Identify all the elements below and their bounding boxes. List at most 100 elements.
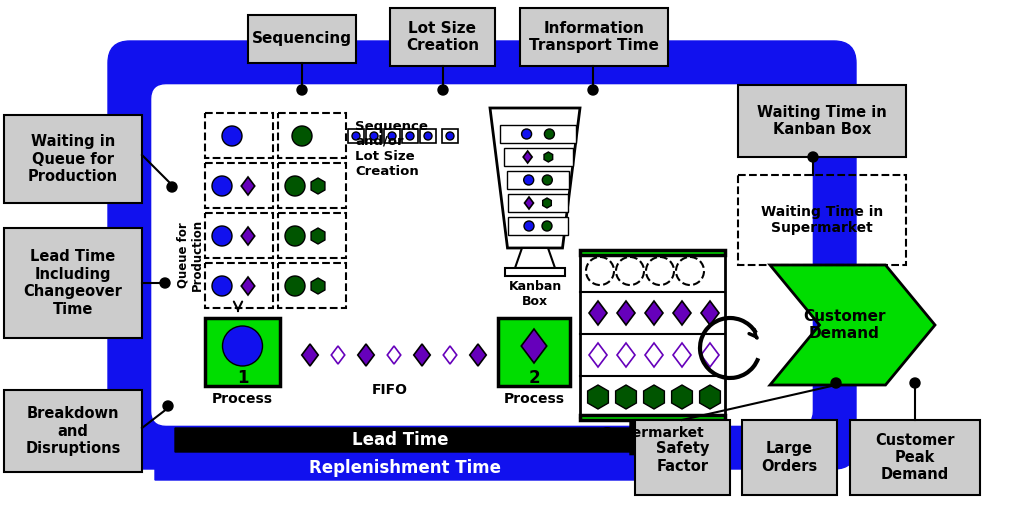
FancyBboxPatch shape — [348, 129, 364, 143]
Text: Safety
Factor: Safety Factor — [655, 441, 710, 473]
Text: Sequencing: Sequencing — [252, 31, 352, 46]
Polygon shape — [523, 151, 532, 163]
Text: Waiting Time in
Supermarket: Waiting Time in Supermarket — [761, 205, 883, 235]
FancyBboxPatch shape — [420, 129, 436, 143]
Circle shape — [167, 182, 177, 192]
Polygon shape — [311, 178, 325, 194]
FancyBboxPatch shape — [505, 268, 565, 276]
Polygon shape — [543, 198, 551, 208]
Circle shape — [222, 126, 242, 146]
Polygon shape — [673, 301, 691, 325]
Polygon shape — [242, 177, 255, 195]
FancyBboxPatch shape — [580, 250, 725, 420]
Circle shape — [163, 401, 173, 411]
Circle shape — [292, 126, 312, 146]
Polygon shape — [544, 152, 553, 162]
Polygon shape — [331, 346, 345, 364]
Text: Sequence
and/or
Lot Size
Creation: Sequence and/or Lot Size Creation — [355, 120, 428, 178]
Circle shape — [406, 132, 414, 140]
Text: Supermarket: Supermarket — [602, 426, 703, 440]
Polygon shape — [155, 446, 705, 490]
FancyBboxPatch shape — [742, 420, 837, 495]
Polygon shape — [699, 385, 721, 409]
Text: Kanban
Box: Kanban Box — [508, 280, 561, 308]
Polygon shape — [302, 344, 318, 366]
Polygon shape — [242, 227, 255, 245]
FancyBboxPatch shape — [580, 250, 725, 255]
Polygon shape — [311, 228, 325, 244]
Polygon shape — [701, 301, 719, 325]
FancyBboxPatch shape — [152, 85, 812, 425]
FancyBboxPatch shape — [4, 115, 142, 203]
Polygon shape — [515, 248, 555, 268]
Circle shape — [222, 326, 262, 366]
Text: Lead Time: Lead Time — [352, 431, 449, 449]
Circle shape — [543, 175, 552, 185]
Polygon shape — [588, 385, 608, 409]
Text: Customer
Demand: Customer Demand — [803, 309, 886, 341]
FancyBboxPatch shape — [4, 390, 142, 472]
FancyBboxPatch shape — [635, 420, 730, 495]
FancyBboxPatch shape — [205, 318, 280, 386]
Circle shape — [523, 175, 534, 185]
FancyBboxPatch shape — [500, 125, 575, 143]
Polygon shape — [470, 344, 486, 366]
Circle shape — [212, 226, 232, 246]
FancyBboxPatch shape — [520, 8, 668, 66]
Polygon shape — [701, 343, 719, 367]
Polygon shape — [521, 329, 547, 363]
Text: 2: 2 — [528, 369, 540, 387]
Text: Process: Process — [504, 392, 564, 406]
Circle shape — [808, 152, 818, 162]
Circle shape — [160, 278, 170, 288]
Polygon shape — [770, 265, 935, 385]
Circle shape — [545, 129, 554, 139]
Polygon shape — [615, 385, 636, 409]
Polygon shape — [589, 343, 607, 367]
Circle shape — [438, 85, 449, 95]
Circle shape — [521, 129, 531, 139]
Circle shape — [352, 132, 360, 140]
Text: Information
Transport Time: Information Transport Time — [529, 21, 658, 53]
FancyBboxPatch shape — [390, 8, 495, 66]
Circle shape — [588, 85, 598, 95]
Polygon shape — [443, 346, 457, 364]
Text: FIFO: FIFO — [372, 383, 408, 397]
Polygon shape — [673, 343, 691, 367]
Text: Replenishment Time: Replenishment Time — [309, 459, 501, 477]
Polygon shape — [645, 301, 663, 325]
Circle shape — [542, 221, 552, 231]
Circle shape — [285, 276, 305, 296]
Polygon shape — [645, 343, 663, 367]
Polygon shape — [617, 301, 635, 325]
FancyBboxPatch shape — [4, 228, 142, 338]
Polygon shape — [175, 420, 665, 460]
Text: Waiting Time in
Kanban Box: Waiting Time in Kanban Box — [757, 105, 887, 137]
Circle shape — [285, 226, 305, 246]
Text: Process: Process — [212, 392, 273, 406]
Text: Lead Time
Including
Changeover
Time: Lead Time Including Changeover Time — [24, 250, 123, 317]
Circle shape — [446, 132, 454, 140]
FancyBboxPatch shape — [402, 129, 418, 143]
FancyBboxPatch shape — [850, 420, 980, 495]
Text: Queue for
Production: Queue for Production — [176, 219, 204, 291]
Text: 1: 1 — [237, 369, 248, 387]
Text: Waiting in
Queue for
Production: Waiting in Queue for Production — [28, 134, 118, 184]
Polygon shape — [672, 385, 692, 409]
Polygon shape — [311, 278, 325, 294]
FancyBboxPatch shape — [507, 171, 569, 189]
FancyBboxPatch shape — [508, 217, 568, 235]
FancyBboxPatch shape — [366, 129, 382, 143]
FancyBboxPatch shape — [580, 415, 725, 420]
Polygon shape — [242, 277, 255, 295]
FancyBboxPatch shape — [108, 41, 856, 469]
Circle shape — [297, 85, 307, 95]
FancyBboxPatch shape — [442, 129, 458, 143]
Polygon shape — [414, 344, 430, 366]
Polygon shape — [357, 344, 374, 366]
Circle shape — [831, 378, 841, 388]
Circle shape — [524, 221, 534, 231]
FancyBboxPatch shape — [508, 194, 568, 212]
FancyBboxPatch shape — [504, 148, 572, 166]
Circle shape — [910, 378, 920, 388]
